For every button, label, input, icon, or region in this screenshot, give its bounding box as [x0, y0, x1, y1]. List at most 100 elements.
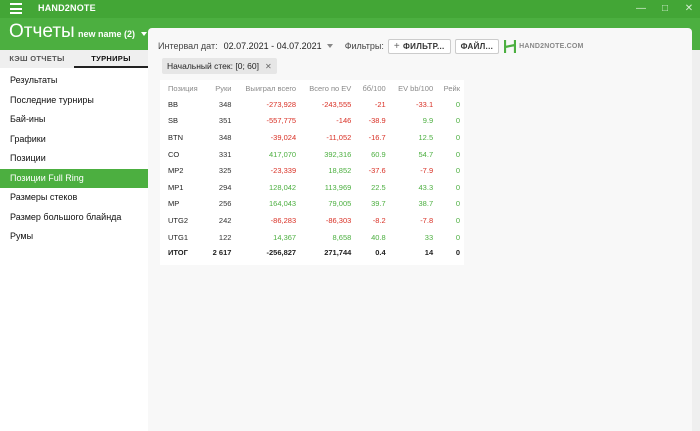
- cell-hands: 2 617: [212, 247, 232, 257]
- column-header-bb100[interactable]: бб/100: [362, 83, 386, 93]
- cell-bb100: 40.8: [371, 232, 386, 242]
- column-header-ev-total[interactable]: Всего по EV: [309, 83, 352, 93]
- cell-bb100: -37.6: [368, 166, 386, 176]
- cell-won-total: 128,042: [268, 182, 297, 192]
- cell-won-total: -557,775: [266, 116, 297, 126]
- positions-table-card: Позиция Руки Выиграл всего Всего по EV б…: [160, 80, 464, 265]
- nav-item-rooms[interactable]: Румы: [10, 231, 34, 241]
- cell-bb100: 60.9: [371, 149, 386, 159]
- table-row[interactable]: MP2 325 -23,339 18,852 -37.6 -7.9 0: [160, 162, 464, 179]
- filter-button[interactable]: + ФИЛЬТР...: [387, 38, 451, 54]
- cell-won-total: -256,827: [266, 247, 297, 257]
- cell-ev-total: -243,555: [321, 99, 352, 109]
- hand2note-logo-icon: [504, 39, 517, 53]
- cell-position: BTN: [168, 132, 183, 142]
- table-row[interactable]: CO 331 417,070 392,316 60.9 54.7 0: [160, 146, 464, 163]
- report-name: new name (2): [78, 29, 136, 39]
- column-header-rake[interactable]: Рейк: [443, 83, 460, 93]
- cell-hands: 348: [218, 132, 232, 142]
- minimize-icon[interactable]: —: [636, 3, 646, 14]
- cell-rake: 0: [455, 149, 460, 159]
- date-range-selector[interactable]: 02.07.2021 - 04.07.2021: [224, 41, 333, 51]
- column-header-hands[interactable]: Руки: [215, 83, 232, 93]
- hamburger-menu-icon[interactable]: [10, 3, 22, 14]
- tab-cash-reports[interactable]: КЭШ ОТЧЕТЫ: [9, 54, 65, 63]
- date-interval-label: Интервал дат:: [158, 41, 218, 51]
- cell-won-total: 14,367: [273, 232, 297, 242]
- cell-bb100: -21: [374, 99, 386, 109]
- nav-item-positions-full-ring[interactable]: Позиции Full Ring: [0, 168, 148, 188]
- nav-item-big-blind-size[interactable]: Размер большого блайнда: [10, 211, 122, 222]
- cell-rake: 0: [455, 116, 460, 126]
- filter-button-label: ФИЛЬТР...: [403, 41, 445, 51]
- tab-tournaments[interactable]: ТУРНИРЫ: [74, 50, 148, 68]
- caret-down-icon: [326, 44, 333, 48]
- report-nav: Результаты Последние турниры Бай-ины Гра…: [0, 71, 148, 247]
- cell-rake: 0: [455, 182, 460, 192]
- cell-ev-bb100: 43.3: [418, 182, 434, 192]
- cell-position: UTG2: [168, 215, 189, 225]
- report-selector[interactable]: new name (2): [78, 29, 148, 39]
- nav-item-buy-ins[interactable]: Бай-ины: [10, 114, 46, 124]
- cell-rake: 0: [455, 132, 460, 142]
- filters-bar: Интервал дат: 02.07.2021 - 04.07.2021 Фи…: [158, 38, 584, 54]
- cell-bb100: -38.9: [368, 116, 386, 126]
- filters-label: Фильтры:: [344, 41, 384, 51]
- nav-item-positions[interactable]: Позиции: [10, 153, 46, 163]
- nav-item-graphs[interactable]: Графики: [10, 133, 46, 144]
- cell-rake: 0: [455, 215, 460, 225]
- nav-item-results[interactable]: Результаты: [10, 75, 58, 85]
- remove-filter-icon[interactable]: ✕: [264, 61, 272, 71]
- caret-down-icon: [141, 32, 148, 36]
- close-icon[interactable]: ✕: [684, 3, 694, 14]
- cell-ev-total: 79,005: [328, 199, 352, 209]
- cell-position: MP: [168, 199, 180, 209]
- cell-ev-bb100: 38.7: [418, 199, 434, 209]
- cell-ev-total: 113,969: [324, 182, 352, 192]
- cell-hands: 122: [218, 232, 232, 242]
- logo-text: HAND2NOTE.COM: [519, 42, 584, 50]
- app-name: HAND2NOTE: [38, 3, 96, 13]
- cell-position: MP2: [168, 166, 184, 176]
- cell-position: BB: [168, 99, 179, 109]
- cell-ev-bb100: 14: [424, 247, 434, 257]
- table-total-row[interactable]: ИТОГ 2 617 -256,827 271,744 0.4 14 0: [160, 245, 464, 259]
- hand2note-logo: HAND2NOTE.COM: [504, 39, 584, 53]
- column-header-ev-bb100[interactable]: EV bb/100: [398, 83, 434, 93]
- cell-position: SB: [168, 116, 179, 126]
- cell-ev-total: -86,303: [325, 215, 352, 225]
- table-row[interactable]: UTG2 242 -86,283 -86,303 -8.2 -7.8 0: [160, 212, 464, 229]
- filter-chip-start-stack[interactable]: Начальный стек: [0; 60] ✕: [162, 58, 277, 74]
- file-button[interactable]: ФАЙЛ...: [454, 38, 500, 54]
- cell-position: MP1: [168, 182, 184, 192]
- window-controls: — □ ✕: [636, 0, 694, 18]
- table-row[interactable]: BTN 348 -39,024 -11,052 -16.7 12.5 0: [160, 129, 464, 146]
- cell-ev-bb100: 33: [424, 232, 434, 242]
- cell-ev-total: 392,316: [324, 149, 352, 159]
- column-header-won-total[interactable]: Выиграл всего: [245, 83, 297, 93]
- cell-ev-total: 8,658: [332, 232, 352, 242]
- cell-ev-bb100: 54.7: [418, 149, 434, 159]
- cell-ev-bb100: 9.9: [422, 116, 434, 126]
- table-row[interactable]: UTG1 122 14,367 8,658 40.8 33 0: [160, 229, 464, 246]
- nav-item-last-tournaments[interactable]: Последние турниры: [10, 94, 94, 105]
- page-title: Отчеты: [9, 21, 75, 42]
- maximize-icon[interactable]: □: [661, 3, 669, 14]
- column-header-position[interactable]: Позиция: [168, 83, 198, 93]
- cell-hands: 256: [218, 199, 232, 209]
- cell-ev-bb100: -7.8: [420, 215, 434, 225]
- cell-won-total: -23,339: [270, 166, 297, 176]
- table-row[interactable]: MP 256 164,043 79,005 39.7 38.7 0: [160, 196, 464, 213]
- cell-won-total: 164,043: [268, 199, 297, 209]
- cell-rake: 0: [455, 247, 460, 257]
- cell-won-total: 417,070: [268, 149, 297, 159]
- cell-rake: 0: [455, 166, 460, 176]
- cell-bb100: -8.2: [372, 215, 386, 225]
- nav-item-stack-sizes[interactable]: Размеры стеков: [10, 192, 78, 202]
- table-row[interactable]: BB 348 -273,928 -243,555 -21 -33.1 0: [160, 96, 464, 113]
- report-content: Интервал дат: 02.07.2021 - 04.07.2021 Фи…: [148, 28, 692, 431]
- table-row[interactable]: MP1 294 128,042 113,969 22.5 43.3 0: [160, 179, 464, 196]
- cell-rake: 0: [455, 199, 460, 209]
- table-row[interactable]: SB 351 -557,775 -146 -38.9 9.9 0: [160, 113, 464, 130]
- cell-bb100: -16.7: [368, 132, 386, 142]
